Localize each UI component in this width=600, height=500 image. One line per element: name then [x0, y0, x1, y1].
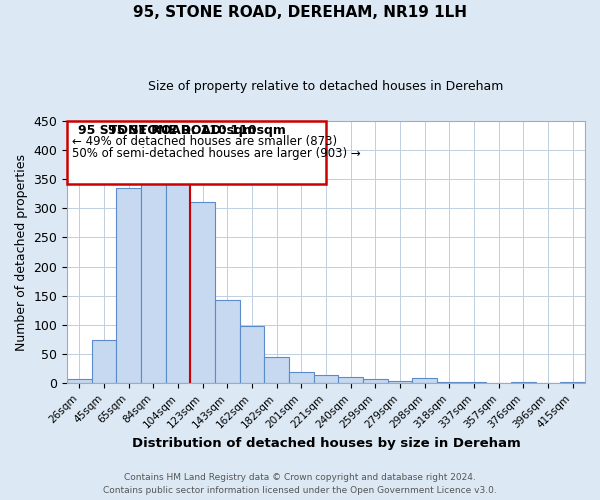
Bar: [190, 202, 215, 384]
Bar: [462, 382, 487, 384]
Bar: [265, 356, 289, 384]
Bar: [437, 382, 462, 384]
Bar: [240, 326, 265, 384]
Bar: [511, 382, 536, 384]
Text: 95, STONE ROAD, DEREHAM, NR19 1LH: 95, STONE ROAD, DEREHAM, NR19 1LH: [133, 5, 467, 20]
Bar: [289, 372, 314, 384]
Text: 50% of semi-detached houses are larger (903) →: 50% of semi-detached houses are larger (…: [73, 148, 361, 160]
Bar: [116, 188, 141, 384]
Bar: [314, 374, 338, 384]
Bar: [92, 340, 116, 384]
Text: ← 49% of detached houses are smaller (873): ← 49% of detached houses are smaller (87…: [73, 135, 337, 148]
Bar: [388, 381, 412, 384]
Y-axis label: Number of detached properties: Number of detached properties: [15, 154, 28, 350]
Bar: [215, 300, 240, 384]
Text: Contains HM Land Registry data © Crown copyright and database right 2024.
Contai: Contains HM Land Registry data © Crown c…: [103, 474, 497, 495]
Bar: [67, 380, 92, 384]
Text: 95 STONE ROAD: 110sqm: 95 STONE ROAD: 110sqm: [77, 124, 256, 138]
Text: 95 STONE ROAD: 110sqm: 95 STONE ROAD: 110sqm: [107, 124, 286, 138]
Bar: [363, 380, 388, 384]
X-axis label: Distribution of detached houses by size in Dereham: Distribution of detached houses by size …: [132, 437, 520, 450]
Bar: [412, 378, 437, 384]
FancyBboxPatch shape: [67, 120, 326, 184]
Bar: [338, 377, 363, 384]
Bar: [166, 168, 190, 384]
Bar: [560, 382, 585, 384]
Title: Size of property relative to detached houses in Dereham: Size of property relative to detached ho…: [148, 80, 504, 93]
Bar: [141, 176, 166, 384]
